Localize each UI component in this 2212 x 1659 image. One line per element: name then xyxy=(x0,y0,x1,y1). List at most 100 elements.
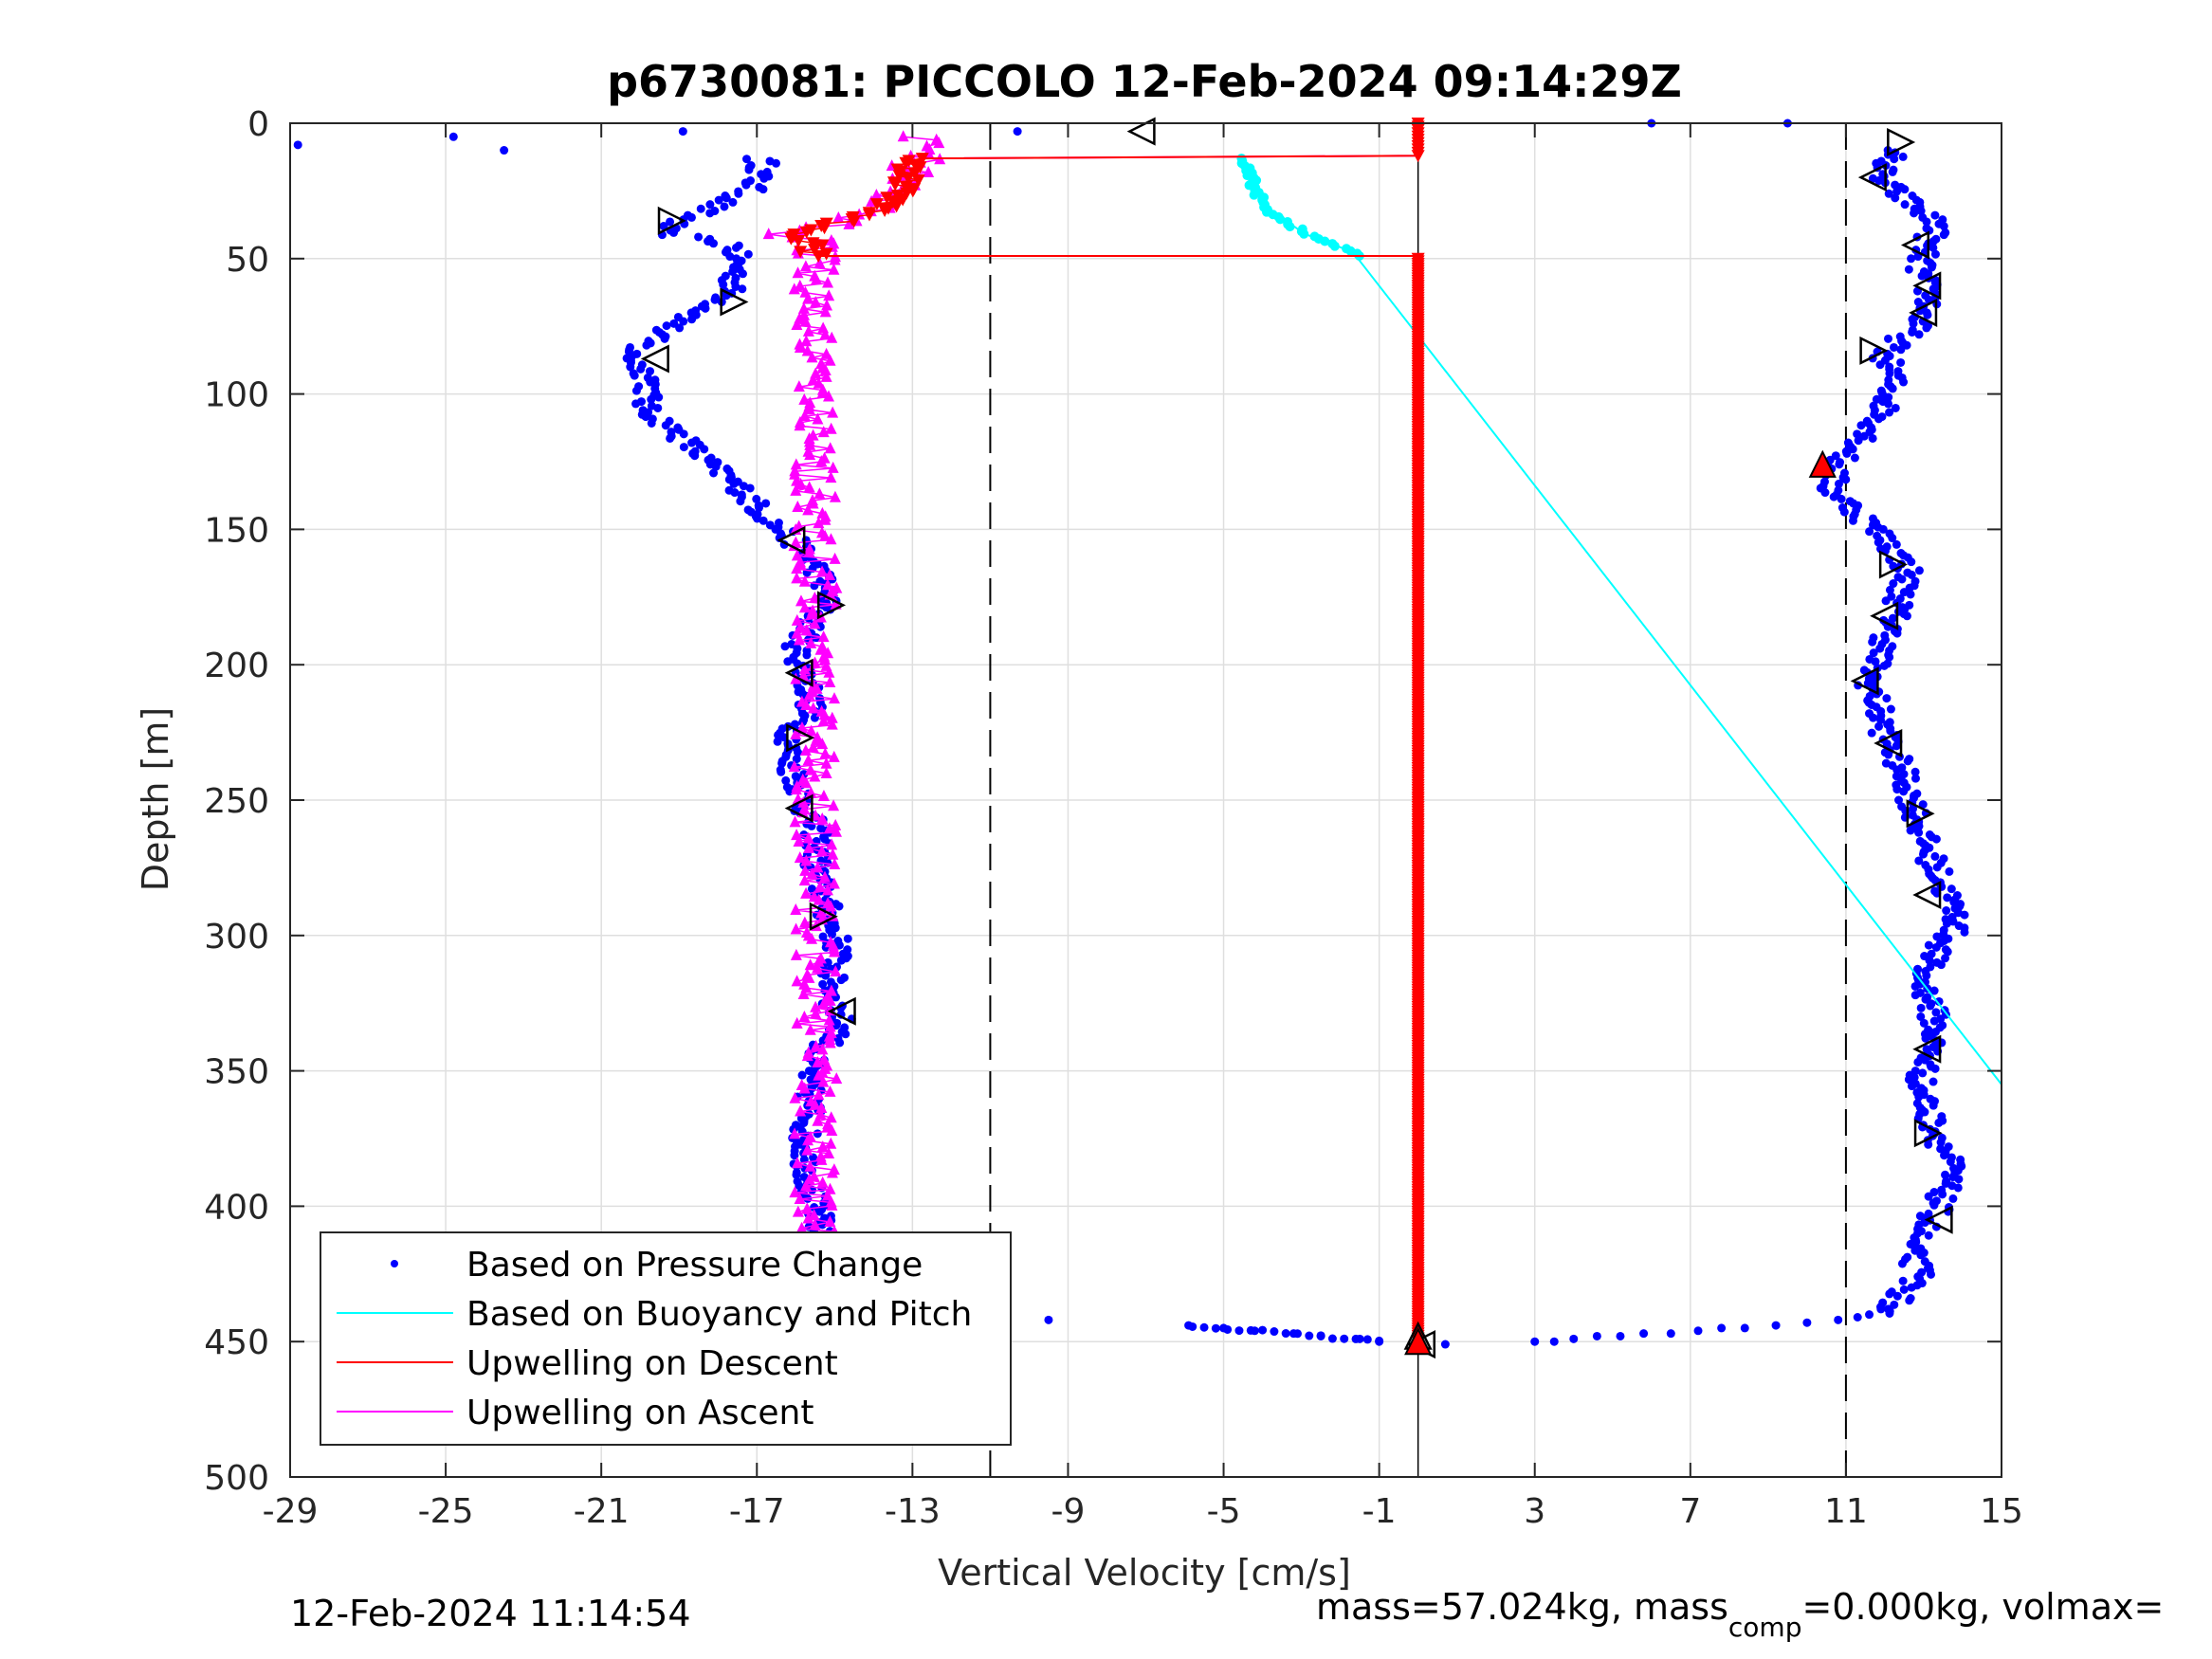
ascent-point xyxy=(827,848,839,860)
ascent-point xyxy=(825,1195,837,1208)
pressure-point xyxy=(1921,1033,1930,1043)
ascent-point xyxy=(820,370,832,382)
footer-mass-text: mass=57.024kg, masscomp=0.000kg, volmax= xyxy=(1316,1586,2164,1643)
pressure-point xyxy=(1835,460,1844,469)
ascent-point xyxy=(831,581,843,593)
ascent-point xyxy=(794,556,806,568)
direction-marker xyxy=(720,287,749,317)
pressure-point xyxy=(1907,254,1916,264)
pressure-point xyxy=(720,202,729,211)
pressure-point xyxy=(818,979,828,989)
ascent-point xyxy=(809,1218,821,1231)
ascent-point xyxy=(807,702,819,714)
pressure-point xyxy=(1211,1323,1220,1333)
pressure-point xyxy=(711,462,721,471)
pressure-point xyxy=(1931,834,1941,844)
ascent-point xyxy=(818,1052,831,1065)
pressure-point xyxy=(1834,479,1843,488)
ascent-point xyxy=(822,647,834,659)
pressure-point xyxy=(1906,590,1915,599)
ascent-point xyxy=(807,740,819,753)
direction-marker xyxy=(657,206,686,235)
legend-label-pressure: Based on Pressure Change xyxy=(466,1246,923,1285)
pressure-point xyxy=(1910,767,1920,776)
ascent-point xyxy=(827,406,839,418)
pressure-point xyxy=(1929,1101,1938,1110)
pressure-point xyxy=(1896,357,1906,367)
ascent-point xyxy=(793,834,805,847)
pressure-point xyxy=(678,127,687,137)
ascent-point xyxy=(828,1163,840,1176)
pressure-point xyxy=(1914,828,1924,837)
pressure-point xyxy=(1896,345,1906,355)
ascent-point xyxy=(826,718,838,730)
pressure-point xyxy=(1876,1304,1886,1314)
ascent-point xyxy=(815,845,828,857)
pressure-point xyxy=(759,173,769,183)
pressure-point xyxy=(744,165,754,174)
pressure-point xyxy=(1907,570,1916,579)
pressure-point xyxy=(1886,704,1895,714)
pressure-point xyxy=(798,718,808,727)
ascent-point xyxy=(809,770,821,782)
ascent-point xyxy=(791,1016,803,1029)
pressure-point xyxy=(448,132,458,141)
direction-marker xyxy=(1859,336,1889,365)
pressure-point xyxy=(1914,1092,1924,1102)
ascent-point xyxy=(825,1027,837,1039)
pressure-point xyxy=(1931,1008,1941,1017)
pressure-point xyxy=(1904,264,1913,274)
ascent-point xyxy=(788,760,800,773)
x-axis-label: Vertical Velocity [cm/s] xyxy=(938,1552,1351,1594)
pressure-point xyxy=(1199,1322,1209,1332)
ascent-point xyxy=(821,884,833,896)
legend-label-buoyancy: Based on Buoyancy and Pitch xyxy=(466,1295,972,1334)
ascent-point xyxy=(816,506,829,519)
ascent-point xyxy=(830,965,842,977)
ascent-point xyxy=(804,1023,816,1035)
highlight-marker xyxy=(1404,1326,1433,1356)
ascent-point xyxy=(799,315,812,327)
pressure-point xyxy=(1878,524,1888,534)
ascent-point xyxy=(795,1079,808,1091)
ascent-point xyxy=(814,952,827,964)
pressure-point xyxy=(1616,1331,1625,1340)
pressure-point xyxy=(1869,713,1878,722)
ascent-point xyxy=(823,665,835,678)
pressure-point xyxy=(813,1129,822,1139)
ascent-point xyxy=(828,263,840,275)
ascent-point xyxy=(832,210,845,223)
ascent-point xyxy=(821,299,833,311)
ascent-point xyxy=(798,410,811,422)
ascent-point xyxy=(870,188,883,200)
ascent-point xyxy=(824,1020,836,1032)
descent-point xyxy=(799,226,814,239)
ascent-point xyxy=(806,494,818,506)
pressure-point xyxy=(1936,1138,1946,1147)
direction-marker xyxy=(1924,1205,1953,1234)
pressure-point xyxy=(1841,475,1851,484)
ascent-point xyxy=(803,542,815,555)
pressure-point xyxy=(772,158,781,168)
pressure-point xyxy=(755,503,764,513)
pressure-point xyxy=(679,317,688,326)
pressure-point xyxy=(841,1030,850,1039)
pressure-point xyxy=(1892,629,1902,638)
pressure-point xyxy=(626,362,635,372)
ascent-point xyxy=(808,890,820,902)
pressure-point xyxy=(660,334,669,343)
pressure-point xyxy=(1939,222,1948,231)
ascent-point xyxy=(807,604,819,616)
pressure-point xyxy=(1868,637,1877,647)
pressure-point xyxy=(1907,1082,1916,1091)
y-axis-label: Depth [m] xyxy=(135,707,176,892)
footer-mass-part1: mass=57.024kg, mass xyxy=(1316,1586,1728,1628)
pressure-point xyxy=(1876,715,1886,724)
ascent-point xyxy=(813,1088,825,1101)
ascent-point xyxy=(790,902,802,915)
ascent-point xyxy=(826,331,838,343)
ascent-point xyxy=(816,1176,829,1188)
ascent-point xyxy=(828,877,840,889)
pressure-point xyxy=(1929,1200,1939,1210)
ascent-point xyxy=(815,357,828,370)
